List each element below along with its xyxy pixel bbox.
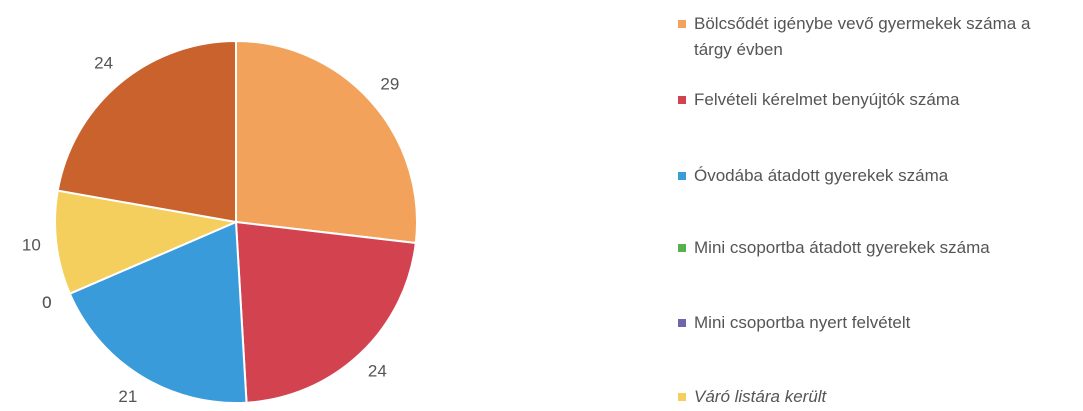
- legend-entry: Felvételi kérelmet benyújtók száma: [678, 87, 1058, 113]
- pie-slice: [56, 39, 237, 224]
- data-label: 24: [94, 54, 113, 73]
- legend-entry: Óvodába átadott gyerekek száma: [678, 163, 1058, 189]
- legend-swatch: [678, 20, 686, 28]
- data-label: 24: [368, 361, 387, 380]
- legend-label: Váró listára került: [694, 387, 827, 406]
- legend-label: Óvodába átadott gyerekek száma: [694, 166, 949, 185]
- pie-slice: [235, 39, 418, 245]
- pie-slice: [68, 220, 248, 404]
- legend-label: Mini csoportba átadott gyerekek száma: [694, 238, 990, 257]
- data-label: 29: [380, 75, 399, 94]
- data-label: 10: [22, 235, 41, 254]
- legend-entry: Mini csoportba nyert felvételt: [678, 310, 1058, 336]
- legend-swatch: [678, 319, 686, 327]
- data-label: 0: [42, 293, 51, 312]
- legend-entry: Váró listára került: [678, 384, 1058, 410]
- data-label: 0: [42, 293, 51, 312]
- legend-swatch: [678, 244, 686, 252]
- legend-label: Mini csoportba nyert felvételt: [694, 313, 911, 332]
- legend-label: Felvételi kérelmet benyújtók száma: [694, 90, 960, 109]
- legend-entry: Mini csoportba átadott gyerekek száma: [678, 235, 1058, 261]
- legend-swatch: [678, 172, 686, 180]
- pie-slice: [234, 220, 417, 404]
- data-label: 21: [118, 387, 137, 406]
- legend-label: Bölcsődét igénybe vevő gyermekek száma a…: [694, 14, 1031, 59]
- legend-swatch: [678, 393, 686, 401]
- legend-entry: Bölcsődét igénybe vevő gyermekek száma a…: [678, 11, 1058, 63]
- pie-slice: [54, 189, 240, 296]
- legend-swatch: [678, 96, 686, 104]
